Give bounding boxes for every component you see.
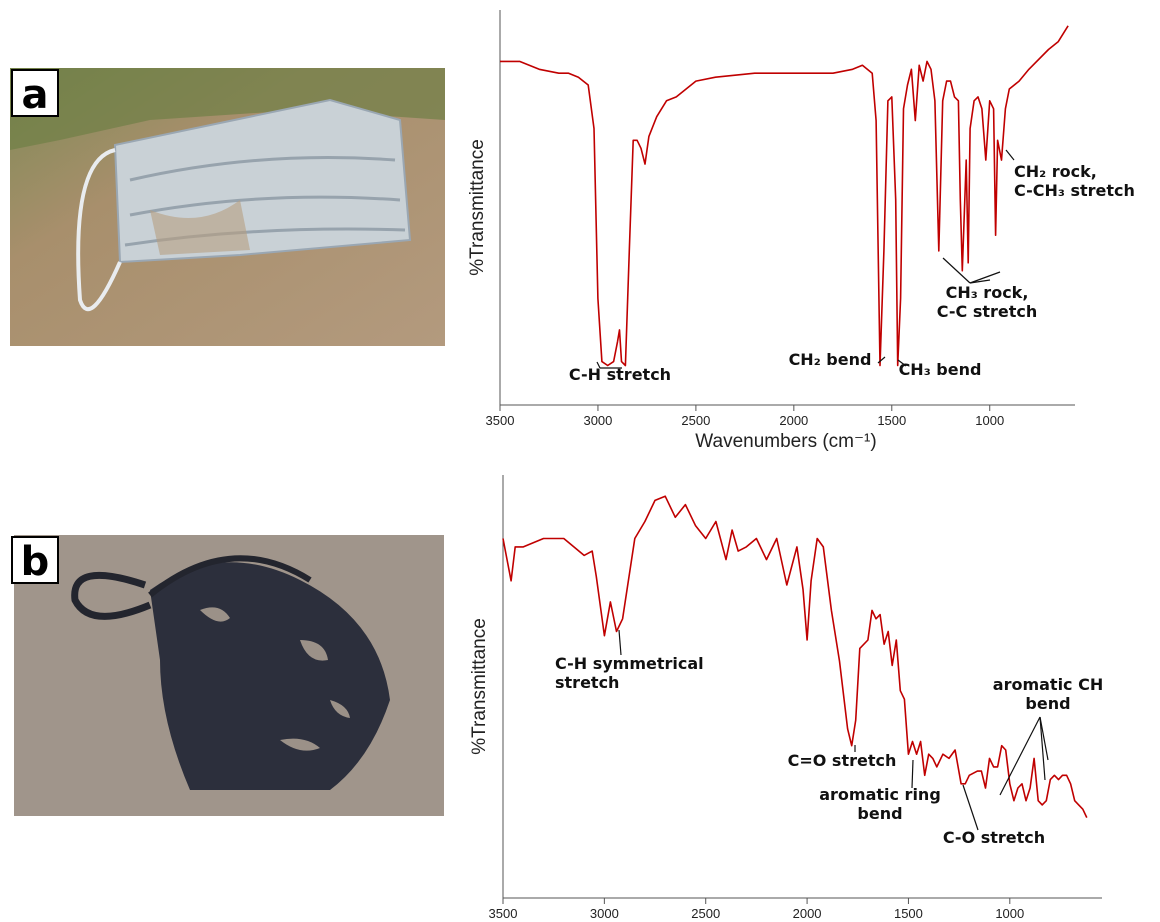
annotation: C-O stretch	[943, 828, 1045, 847]
x-tick-label: 2500	[681, 413, 710, 428]
annotation: CH₃ bend	[899, 360, 982, 379]
annotation: C-C stretch	[937, 302, 1038, 321]
annotation: C=O stretch	[788, 751, 897, 770]
photo-mask-b	[14, 535, 444, 816]
annotation: CH₂ rock,	[1014, 162, 1097, 181]
annotation-leader	[1006, 150, 1014, 160]
x-tick-label: 2000	[779, 413, 808, 428]
annotation: bend	[857, 804, 902, 823]
annotation: C-CH₃ stretch	[1014, 181, 1135, 200]
annotation: aromatic ring	[819, 785, 941, 804]
annotation-leader	[878, 357, 885, 363]
annotation: C-H stretch	[569, 365, 671, 384]
annotation: CH₂ bend	[789, 350, 872, 369]
annotation: bend	[1025, 694, 1070, 713]
x-tick-label: 3500	[486, 413, 515, 428]
x-tick-label: 1500	[894, 906, 923, 921]
annotation-leader	[943, 258, 970, 283]
photo-mask-a	[10, 68, 445, 346]
x-tick-label: 3000	[590, 906, 619, 921]
annotation: CH₃ rock,	[946, 283, 1029, 302]
annotation: C-H symmetrical	[555, 654, 704, 673]
annotation-leader	[1040, 717, 1045, 780]
x-tick-label: 1000	[995, 906, 1024, 921]
x-tick-label: 1000	[975, 413, 1004, 428]
figure: a b 3500 3000 2500 2000 1500 1000 Wavenumbers …	[0, 0, 1160, 922]
annotation-leader	[963, 785, 978, 830]
x-tick-label: 2000	[793, 906, 822, 921]
x-tick-label: 1500	[877, 413, 906, 428]
x-tick-label: 3500	[489, 906, 518, 921]
x-tick-label: 2500	[691, 906, 720, 921]
annotation: aromatic CH	[993, 675, 1103, 694]
annotation-leader	[619, 630, 621, 655]
panel-label: b	[21, 539, 50, 585]
annotation-leader	[912, 760, 913, 788]
annotation: stretch	[555, 673, 619, 692]
y-axis-label: %Transmittance	[467, 139, 488, 276]
x-tick-label: 3000	[583, 413, 612, 428]
x-axis-label: Wavenumbers (cm⁻¹)	[695, 431, 876, 452]
panel-label: a	[22, 72, 49, 118]
y-axis-label: %Transmittance	[469, 618, 490, 755]
